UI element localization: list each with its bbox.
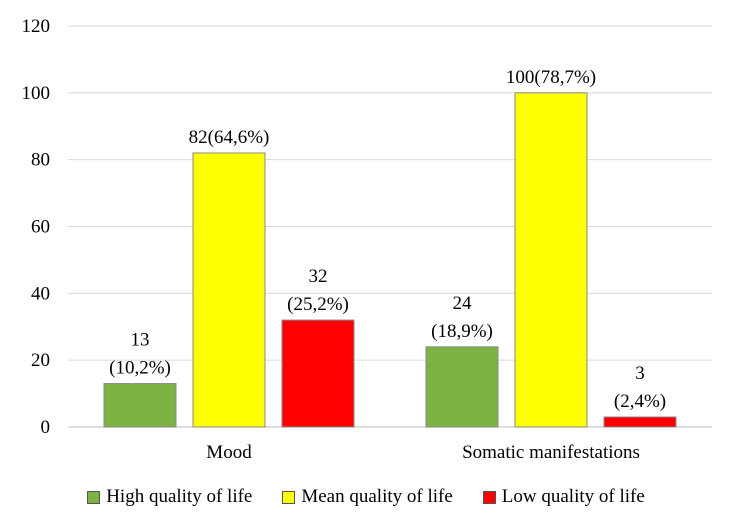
bar [425,346,499,428]
legend-item: Mean quality of life [282,486,453,508]
x-tick-label: Mood [206,442,252,463]
data-label: 82(64,6%) [189,127,270,148]
data-label: (25,2%) [287,294,349,315]
chart-canvas: 0 20 40 60 80 100 120 13 (10,2%) 82(64,6%) 32 (25,2… [22,16,712,463]
legend-item: Low quality of life [482,486,645,508]
legend-label: Low quality of life [501,486,645,507]
y-tick-label: 80 [31,150,50,171]
bar [103,383,177,428]
data-label: 3 [635,363,645,384]
legend-swatch [482,490,496,504]
y-tick-label: 20 [31,350,50,371]
legend-item: High quality of life [87,486,252,508]
chart-legend: High quality of life Mean quality of life… [0,482,732,512]
data-label: 32 [309,266,328,287]
y-tick-label: 100 [22,83,51,104]
data-label: 100(78,7%) [506,67,596,88]
bar [192,152,266,428]
legend-swatch [282,490,296,504]
y-tick-label: 60 [31,217,50,238]
bar [514,92,588,428]
x-tick-label: Somatic manifestations [462,442,640,463]
data-label: (2,4%) [614,391,666,412]
data-label: 13 [131,330,150,351]
y-tick-label: 40 [31,283,50,304]
y-tick-label: 0 [41,417,51,438]
legend-label: Mean quality of life [301,486,453,507]
bar [281,319,355,428]
bar [603,416,677,428]
legend-swatch [87,490,101,504]
data-label: 24 [453,293,473,314]
data-label: (10,2%) [109,358,171,379]
y-tick-label: 120 [22,16,51,37]
data-label: (18,9%) [431,321,493,342]
legend-label: High quality of life [106,486,253,507]
